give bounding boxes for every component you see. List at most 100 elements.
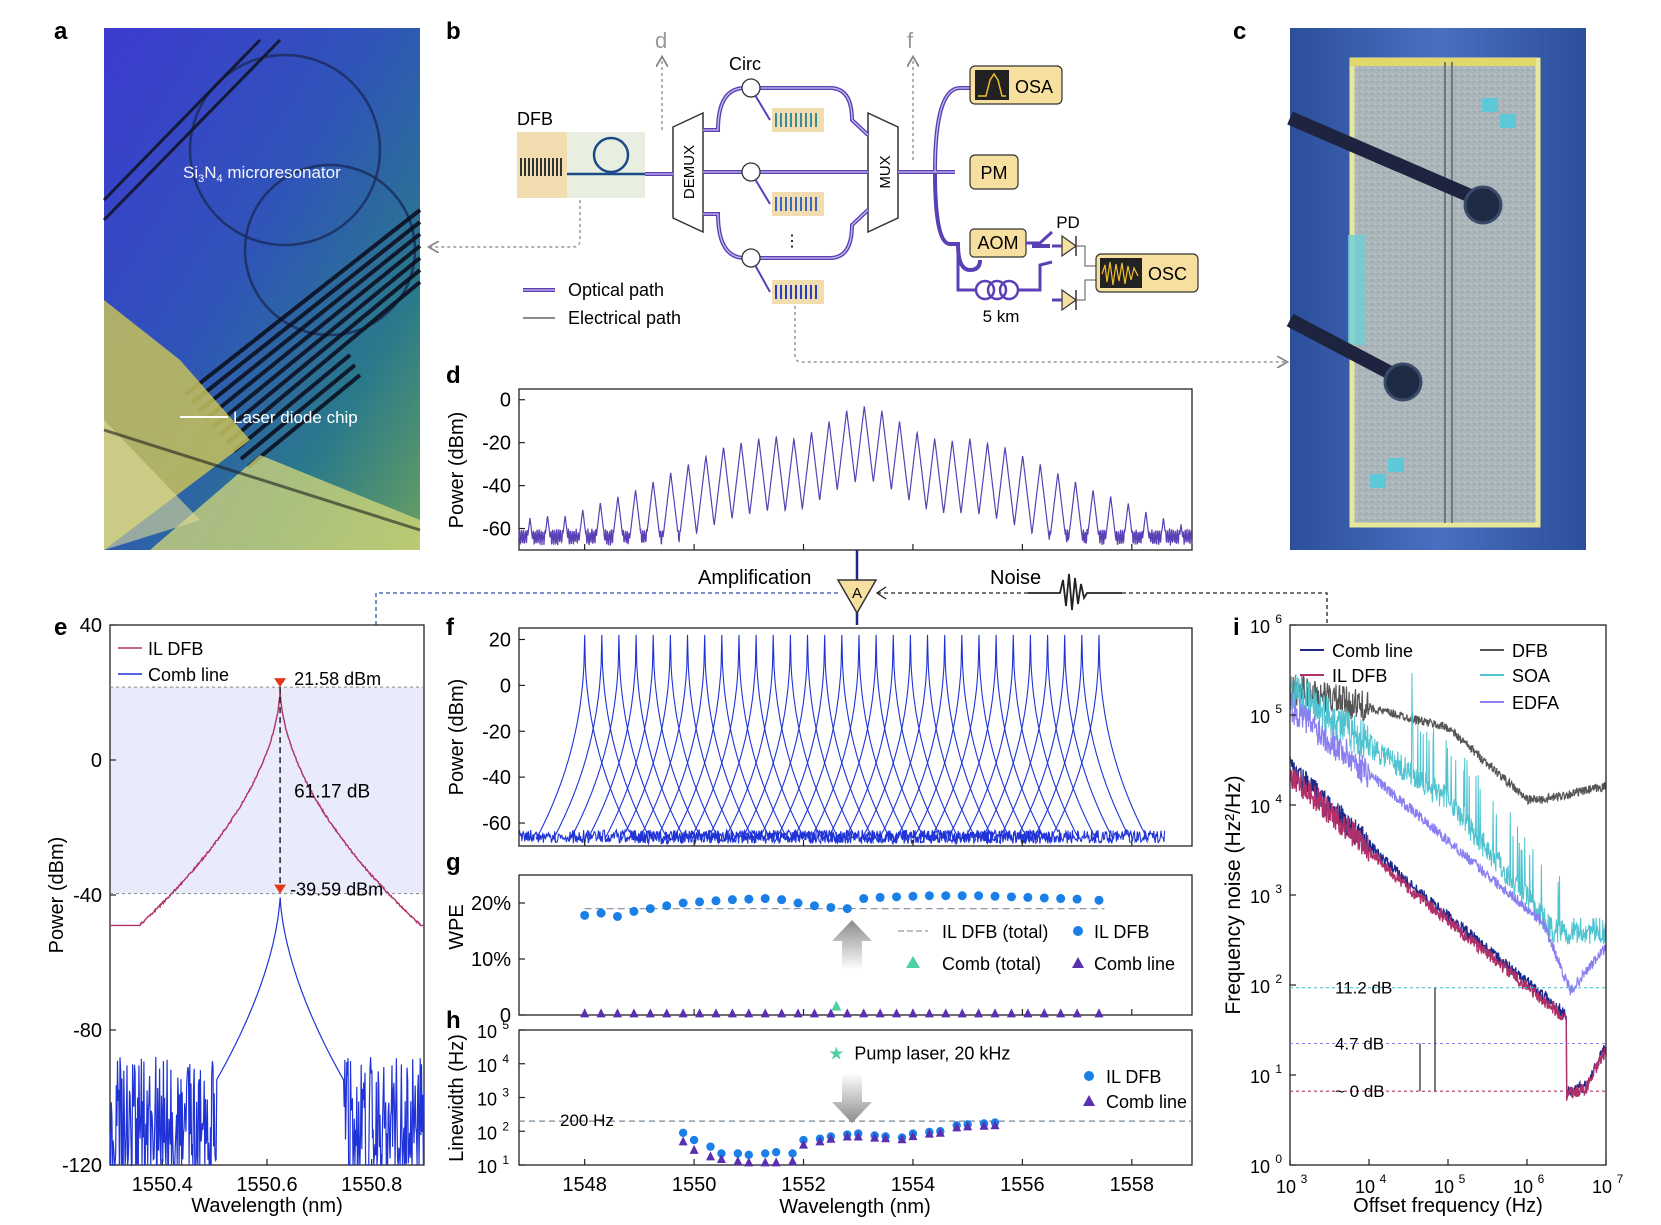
fiber-spool-icon xyxy=(974,279,1020,301)
chart-g-il-dfb-point xyxy=(678,898,688,908)
panel-letter-c: c xyxy=(1233,18,1246,45)
chart-g-comb-point xyxy=(678,1008,688,1018)
chart-f-ytick-label: 20 xyxy=(489,629,511,651)
chart-i-xtick-label: 10 xyxy=(1592,1177,1612,1197)
chart-f-comb-line xyxy=(827,634,960,846)
noise-icon xyxy=(1028,573,1122,611)
chart-f-comb-line xyxy=(689,634,823,844)
chart-i-xtick-label: 10 xyxy=(1276,1177,1296,1197)
chart-h-comb-point xyxy=(979,1120,989,1130)
chart-e-xtick-label: 1550.8 xyxy=(341,1174,402,1196)
chart-d: 0 -20 -40 -60 Power (dBm) xyxy=(446,388,1193,551)
chart-f-comb-line xyxy=(587,634,720,845)
chart-g-comb-point xyxy=(875,1008,885,1018)
chart-f-comb-line xyxy=(998,634,1131,845)
chart-d-frame xyxy=(518,388,1193,551)
chart-h-comb-point xyxy=(799,1139,809,1149)
demux-block xyxy=(672,111,704,234)
mux-label: MUX xyxy=(877,155,894,188)
circulator-icon xyxy=(741,248,761,268)
chart-f-comb-line xyxy=(844,634,977,845)
chart-i-ytick-label: 10 xyxy=(1250,707,1270,727)
chart-d-ytick-label: -40 xyxy=(482,476,511,498)
chart-i-ytick-label: 10 xyxy=(1250,887,1270,907)
chart-g-comb-point xyxy=(662,1008,672,1018)
chart-h-comb-point xyxy=(897,1134,907,1144)
chart-g-comb-point xyxy=(760,1008,770,1018)
chart-h-comb-point xyxy=(908,1131,918,1141)
chart-g-comb-point xyxy=(924,1008,934,1018)
chart-i-xlabel: Offset frequency (Hz) xyxy=(1353,1195,1543,1217)
chart-h-comb-point xyxy=(760,1157,770,1167)
chart-h-il-dfb-point xyxy=(706,1142,715,1151)
chart-g-il-dfb-point xyxy=(1023,892,1033,902)
chart-g-comb-point xyxy=(809,1008,819,1018)
photodiode-icon xyxy=(1061,234,1078,258)
chart-g-il-dfb-point xyxy=(957,891,967,901)
chart-g-ytick-label: 20% xyxy=(471,893,511,915)
chart-i-ytick-exponent: 0 xyxy=(1275,1152,1282,1166)
chart-f-ytick-label: -20 xyxy=(482,721,511,743)
chart-g-comb-point xyxy=(842,1008,852,1018)
noise-label: Noise xyxy=(990,567,1041,589)
chart-i-xtick-label: 10 xyxy=(1513,1177,1533,1197)
chart-g-comb-point xyxy=(941,1008,951,1018)
panel-letter-b: b xyxy=(446,18,461,45)
aom-label: AOM xyxy=(977,233,1018,253)
chart-h-ytick-label: 10 xyxy=(477,1123,497,1143)
osa-label: OSA xyxy=(1015,77,1053,97)
microring-chip xyxy=(567,132,645,198)
chart-h-comb-point xyxy=(935,1127,945,1137)
chart-g-il-dfb-point xyxy=(1056,894,1066,904)
chart-h-ytick-exponent: 5 xyxy=(502,1018,509,1032)
osc-label: OSC xyxy=(1148,264,1187,284)
chart-h-il-dfb-point xyxy=(678,1128,688,1137)
chart-i-annotation: ~ 0 dB xyxy=(1335,1082,1385,1101)
chart-f-comb-line xyxy=(1032,634,1166,844)
chart-e-xtick-label: 1550.4 xyxy=(132,1174,193,1196)
chart-g-il-dfb-point xyxy=(974,891,984,901)
chart-h-ytick-exponent: 1 xyxy=(502,1153,509,1167)
pm-box xyxy=(969,154,1019,190)
panel-letter-g: g xyxy=(446,849,461,876)
chart-h-comb-point xyxy=(870,1132,880,1142)
chart-f-comb-line xyxy=(638,634,771,846)
chart-i-ytick-label: 10 xyxy=(1250,1067,1270,1087)
chart-g-il-dfb-point xyxy=(1072,894,1082,904)
chart-i-annotation: 11.2 dB xyxy=(1335,979,1392,998)
chart-i-dfb-line xyxy=(1289,675,1607,806)
chart-h-comb-point xyxy=(826,1133,836,1143)
chart-h-comb-point xyxy=(924,1128,934,1138)
chart-f-comb-line xyxy=(861,634,994,845)
chart-e-ytick-label: -40 xyxy=(73,885,102,907)
chart-i-legend-item: EDFA xyxy=(1512,693,1559,713)
chart-g-comb-point xyxy=(1094,1008,1104,1018)
chart-e-xtick-label: 1550.6 xyxy=(236,1174,297,1196)
chart-e-ytick-label: 40 xyxy=(80,615,102,637)
chart-f-frame xyxy=(518,627,1193,847)
chart-g-legend-comb-total: Comb (total) xyxy=(942,954,1041,974)
chart-g-ylabel: WPE xyxy=(446,904,468,950)
chart-i-ytick-exponent: 1 xyxy=(1275,1062,1282,1076)
pd-label: PD xyxy=(1056,213,1080,232)
chart-h-pump-label: Pump laser, 20 kHz xyxy=(854,1044,1010,1064)
chart-h-xtick-label: 1550 xyxy=(672,1174,717,1196)
chart-d-ytick-label: 0 xyxy=(500,390,511,412)
chart-g-comb-point xyxy=(1056,1008,1066,1018)
chart-g-il-dfb-point xyxy=(744,894,754,904)
microresonator-label: Si3N4 microresonator xyxy=(183,163,341,185)
chart-g-il-dfb-point xyxy=(711,896,721,906)
chart-g-il-dfb-point xyxy=(842,904,852,914)
chart-i: 10 6 10 5 10 4 10 3 10 2 10 1 10 0 10 3 10 4 10 5 10 6 10 7 Offs… xyxy=(1222,612,1624,1217)
chart-h-xtick-label: 1548 xyxy=(562,1174,607,1196)
chart-g-comb-point xyxy=(711,1008,721,1018)
chart-i-ytick-label: 10 xyxy=(1250,617,1270,637)
chart-f-comb-line xyxy=(758,634,891,845)
chart-g-comb-point xyxy=(695,1008,705,1018)
chart-g-comb-point xyxy=(1006,1008,1016,1018)
chart-h-comb-point xyxy=(733,1156,743,1166)
chart-g-il-dfb-point xyxy=(908,891,918,901)
amplification-row: A Amplification Noise xyxy=(375,550,1328,625)
panel-c-photo xyxy=(1286,28,1586,550)
